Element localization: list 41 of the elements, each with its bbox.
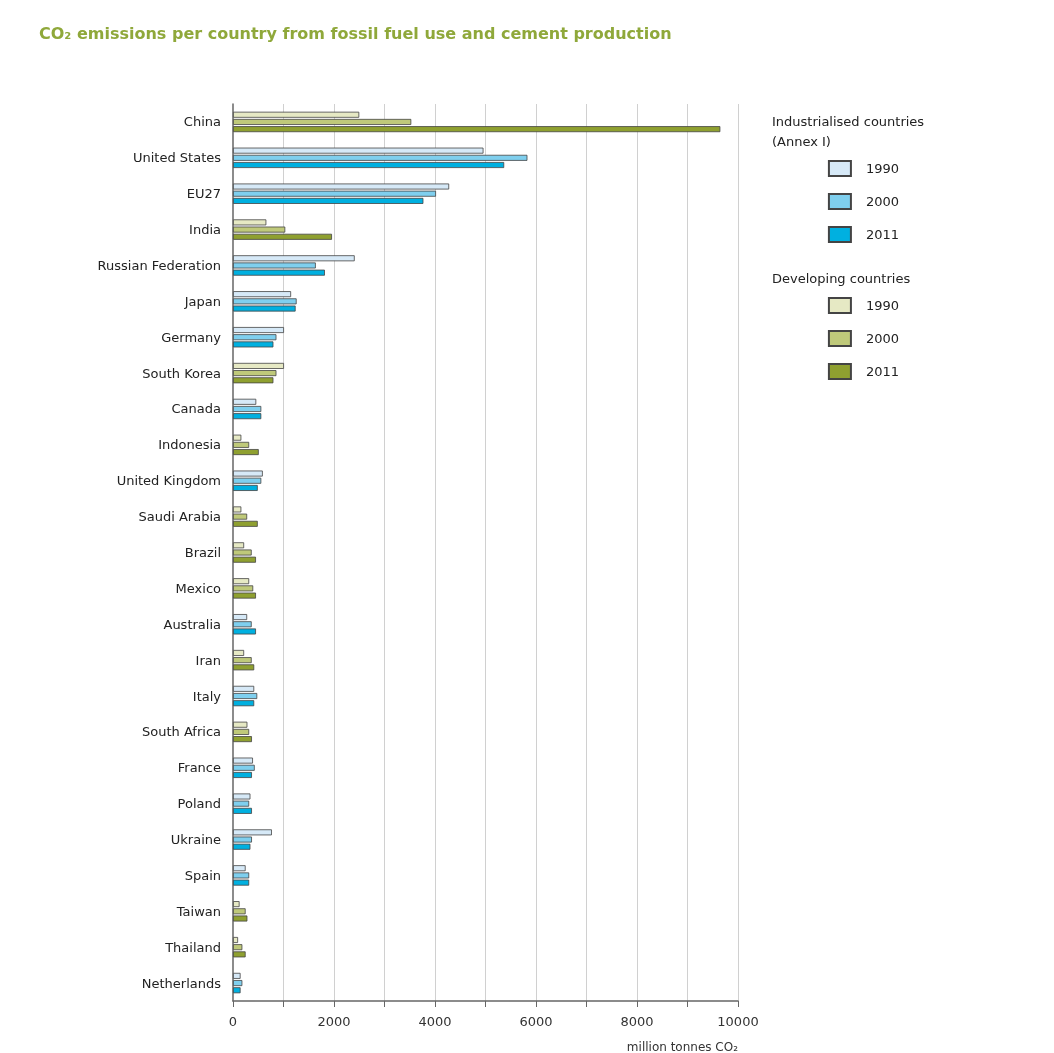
- y-tick-label: Germany: [161, 329, 222, 345]
- y-tick-label: Russian Federation: [97, 257, 221, 273]
- y-tick-label: Taiwan: [175, 903, 221, 919]
- y-tick-label: Netherlands: [141, 975, 222, 991]
- legend-label: 2011: [865, 227, 900, 242]
- y-tick-label: Mexico: [175, 580, 222, 596]
- x-tick-label: 6000: [519, 1014, 553, 1029]
- y-tick-label: Italy: [192, 688, 222, 704]
- y-tick-label: Brazil: [184, 545, 221, 560]
- legend-label: 1990: [865, 161, 900, 176]
- x-tick-label: 8000: [620, 1014, 654, 1029]
- y-tick-label: Iran: [195, 652, 221, 668]
- y-tick-label: Australia: [163, 616, 221, 632]
- y-tick-label: United Kingdom: [116, 473, 221, 489]
- x-tick-label: 2000: [317, 1014, 351, 1029]
- legend-label: 2011: [865, 364, 900, 379]
- legend-label: 1990: [865, 298, 900, 313]
- x-tick-label: 4000: [418, 1014, 452, 1029]
- x-axis-title: million tonnes CO₂: [626, 1040, 739, 1053]
- legend-label: 2000: [865, 194, 900, 209]
- text: Industrialised countries (Annex I): [772, 113, 929, 149]
- y-tick-label: United States: [132, 150, 222, 166]
- x-tick-label: 0: [228, 1014, 238, 1029]
- y-tick-label: South Africa: [142, 724, 221, 740]
- y-tick-label: India: [189, 222, 221, 238]
- y-tick-label: Ukraine: [170, 832, 221, 848]
- y-tick-label: South Korea: [142, 365, 221, 381]
- legend-label: 2000: [865, 331, 900, 346]
- chart-title: CO₂ emissions per country from fossil fuel use and cement production: [39, 23, 672, 43]
- x-tick-label: 10000: [717, 1014, 759, 1029]
- y-tick-label: EU27: [186, 186, 221, 202]
- y-tick-label: Thailand: [164, 939, 221, 955]
- y-tick-label: Poland: [177, 796, 221, 812]
- y-tick-label: China: [183, 114, 221, 130]
- y-tick-label: Indonesia: [158, 437, 221, 453]
- y-tick-label: France: [177, 760, 221, 776]
- text: Developing countries: [772, 270, 911, 286]
- y-tick-label: Japan: [183, 293, 221, 309]
- y-tick-label: Canada: [171, 401, 221, 417]
- y-tick-label: Spain: [184, 867, 221, 883]
- y-tick-label: Saudi Arabia: [138, 509, 221, 525]
